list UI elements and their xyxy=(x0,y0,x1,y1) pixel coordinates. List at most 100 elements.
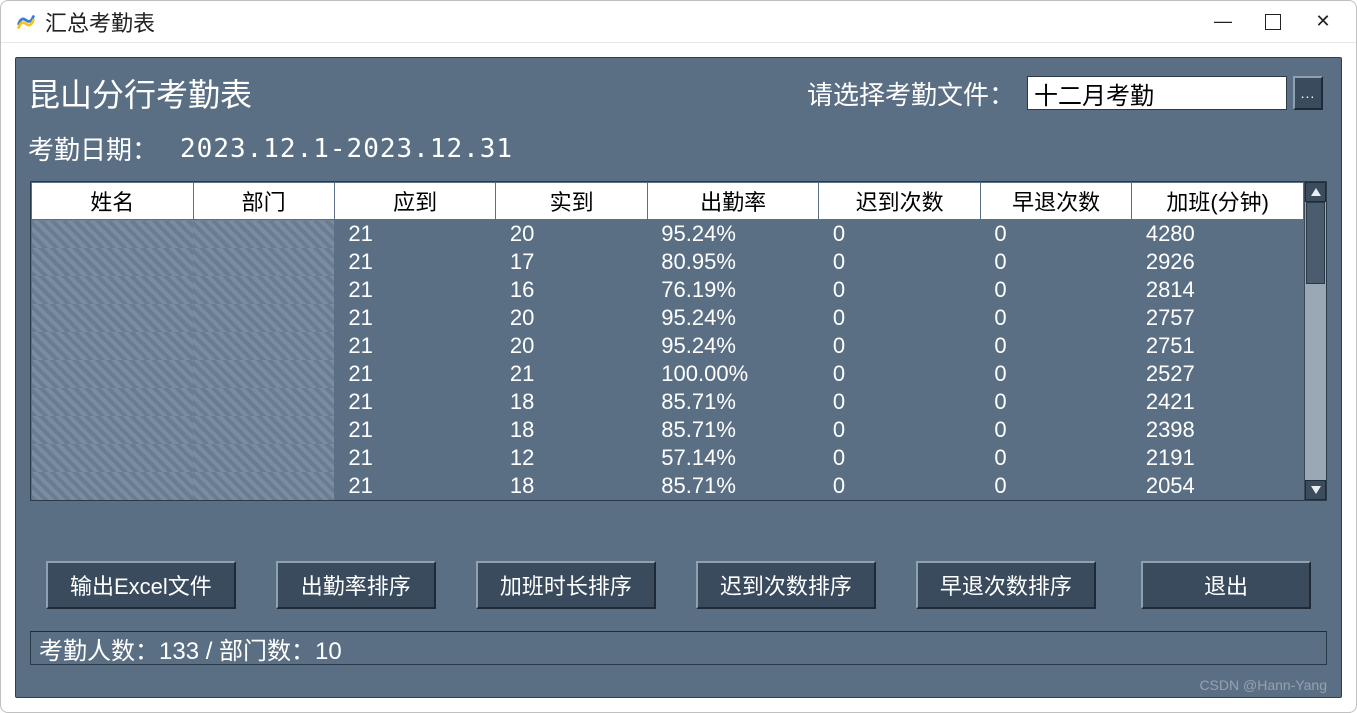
cell-early: 0 xyxy=(980,360,1131,388)
file-select-value[interactable]: 十二月考勤 xyxy=(1027,76,1287,110)
cell-sd: 18 xyxy=(496,388,647,416)
cell-rate: 76.19% xyxy=(647,276,819,304)
cell-name: ▇▇ xyxy=(32,444,194,472)
column-header[interactable]: 部门 xyxy=(193,183,334,220)
cell-name: ▇▇ xyxy=(32,332,194,360)
header-row-1: 昆山分行考勤表 请选择考勤文件： 十二月考勤 ... xyxy=(16,58,1341,116)
cell-late: 0 xyxy=(819,276,981,304)
cell-sd: 20 xyxy=(496,220,647,249)
table-row[interactable]: ▇▇▇▇▇▇211885.71%002054 xyxy=(32,472,1304,500)
scroll-up-button[interactable] xyxy=(1305,182,1326,202)
app-icon xyxy=(15,11,37,33)
cell-late: 0 xyxy=(819,388,981,416)
cell-name: ▇▇ xyxy=(32,416,194,444)
sort-attendance-rate-button[interactable]: 出勤率排序 xyxy=(276,561,436,609)
cell-rate: 80.95% xyxy=(647,248,819,276)
sort-early-leave-button[interactable]: 早退次数排序 xyxy=(916,561,1096,609)
cell-early: 0 xyxy=(980,276,1131,304)
export-excel-button[interactable]: 输出Excel文件 xyxy=(46,561,236,609)
cell-ot: 2751 xyxy=(1132,332,1304,360)
cell-dept: ▇▇▇▇ xyxy=(193,472,334,500)
column-header[interactable]: 实到 xyxy=(496,183,647,220)
cell-early: 0 xyxy=(980,332,1131,360)
cell-name: ▇▇ xyxy=(32,304,194,332)
cell-sd: 20 xyxy=(496,332,647,360)
table-row[interactable]: ▇▇▇▇▇▇211885.71%002421 xyxy=(32,388,1304,416)
scroll-thumb[interactable] xyxy=(1306,202,1325,284)
cell-dept: ▇▇▇▇ xyxy=(193,360,334,388)
cell-name: ▇▇ xyxy=(32,388,194,416)
cell-yd: 21 xyxy=(334,444,496,472)
cell-dept: ▇▇▇▇ xyxy=(193,276,334,304)
cell-yd: 21 xyxy=(334,220,496,249)
date-value: 2023.12.1-2023.12.31 xyxy=(180,134,513,164)
sort-late-count-button[interactable]: 迟到次数排序 xyxy=(696,561,876,609)
file-browse-button[interactable]: ... xyxy=(1293,76,1323,110)
cell-yd: 21 xyxy=(334,416,496,444)
cell-late: 0 xyxy=(819,220,981,249)
cell-early: 0 xyxy=(980,444,1131,472)
table-scrollbar[interactable] xyxy=(1304,182,1326,500)
cell-rate: 85.71% xyxy=(647,388,819,416)
cell-sd: 12 xyxy=(496,444,647,472)
table-row[interactable]: ▇▇▇▇▇▇212095.24%004280 xyxy=(32,220,1304,249)
column-header[interactable]: 姓名 xyxy=(32,183,194,220)
table-row[interactable]: ▇▇▇▇▇▇212095.24%002751 xyxy=(32,332,1304,360)
cell-name: ▇▇ xyxy=(32,472,194,500)
cell-late: 0 xyxy=(819,332,981,360)
cell-rate: 95.24% xyxy=(647,304,819,332)
table-row[interactable]: ▇▇▇▇▇▇2121100.00%002527 xyxy=(32,360,1304,388)
table-row[interactable]: ▇▇▇▇▇▇211885.71%002398 xyxy=(32,416,1304,444)
column-header[interactable]: 应到 xyxy=(334,183,496,220)
cell-late: 0 xyxy=(819,416,981,444)
cell-rate: 57.14% xyxy=(647,444,819,472)
exit-button[interactable]: 退出 xyxy=(1141,561,1311,609)
cell-sd: 17 xyxy=(496,248,647,276)
cell-sd: 18 xyxy=(496,472,647,500)
cell-rate: 85.71% xyxy=(647,472,819,500)
cell-name: ▇▇ xyxy=(32,276,194,304)
cell-yd: 21 xyxy=(334,276,496,304)
cell-early: 0 xyxy=(980,304,1131,332)
cell-dept: ▇▇▇▇ xyxy=(193,444,334,472)
cell-dept: ▇▇▇▇ xyxy=(193,220,334,249)
page-title: 昆山分行考勤表 xyxy=(28,70,807,116)
table-row[interactable]: ▇▇▇▇▇▇212095.24%002757 xyxy=(32,304,1304,332)
column-header[interactable]: 加班(分钟) xyxy=(1132,183,1304,220)
cell-early: 0 xyxy=(980,220,1131,249)
scroll-track[interactable] xyxy=(1305,202,1326,480)
table-row[interactable]: ▇▇▇▇▇▇211780.95%002926 xyxy=(32,248,1304,276)
cell-sd: 20 xyxy=(496,304,647,332)
minimize-button[interactable] xyxy=(1198,2,1248,42)
cell-ot: 2421 xyxy=(1132,388,1304,416)
cell-ot: 2527 xyxy=(1132,360,1304,388)
window-title: 汇总考勤表 xyxy=(45,6,1198,38)
header-row-2: 考勤日期： 2023.12.1-2023.12.31 xyxy=(16,116,1341,175)
cell-early: 0 xyxy=(980,388,1131,416)
column-header[interactable]: 出勤率 xyxy=(647,183,819,220)
cell-late: 0 xyxy=(819,248,981,276)
app-window: 汇总考勤表 昆山分行考勤表 请选择考勤文件： 十二月考勤 ... 考勤日期： 2… xyxy=(0,0,1357,713)
cell-late: 0 xyxy=(819,472,981,500)
scroll-down-button[interactable] xyxy=(1305,480,1326,500)
sort-overtime-button[interactable]: 加班时长排序 xyxy=(476,561,656,609)
attendance-table: 姓名部门应到实到出勤率迟到次数早退次数加班(分钟) ▇▇▇▇▇▇212095.2… xyxy=(31,182,1304,500)
table-row[interactable]: ▇▇▇▇▇▇211676.19%002814 xyxy=(32,276,1304,304)
column-header[interactable]: 迟到次数 xyxy=(819,183,981,220)
status-bar: 考勤人数：133 / 部门数：10 xyxy=(30,631,1327,665)
cell-yd: 21 xyxy=(334,360,496,388)
maximize-button[interactable] xyxy=(1248,2,1298,42)
cell-ot: 2926 xyxy=(1132,248,1304,276)
cell-late: 0 xyxy=(819,444,981,472)
cell-rate: 85.71% xyxy=(647,416,819,444)
cell-sd: 16 xyxy=(496,276,647,304)
cell-rate: 95.24% xyxy=(647,332,819,360)
cell-name: ▇▇ xyxy=(32,220,194,249)
cell-yd: 21 xyxy=(334,248,496,276)
cell-yd: 21 xyxy=(334,472,496,500)
cell-dept: ▇▇▇▇ xyxy=(193,332,334,360)
close-button[interactable] xyxy=(1298,2,1348,42)
titlebar: 汇总考勤表 xyxy=(1,1,1356,43)
table-row[interactable]: ▇▇▇▇▇▇211257.14%002191 xyxy=(32,444,1304,472)
column-header[interactable]: 早退次数 xyxy=(980,183,1131,220)
